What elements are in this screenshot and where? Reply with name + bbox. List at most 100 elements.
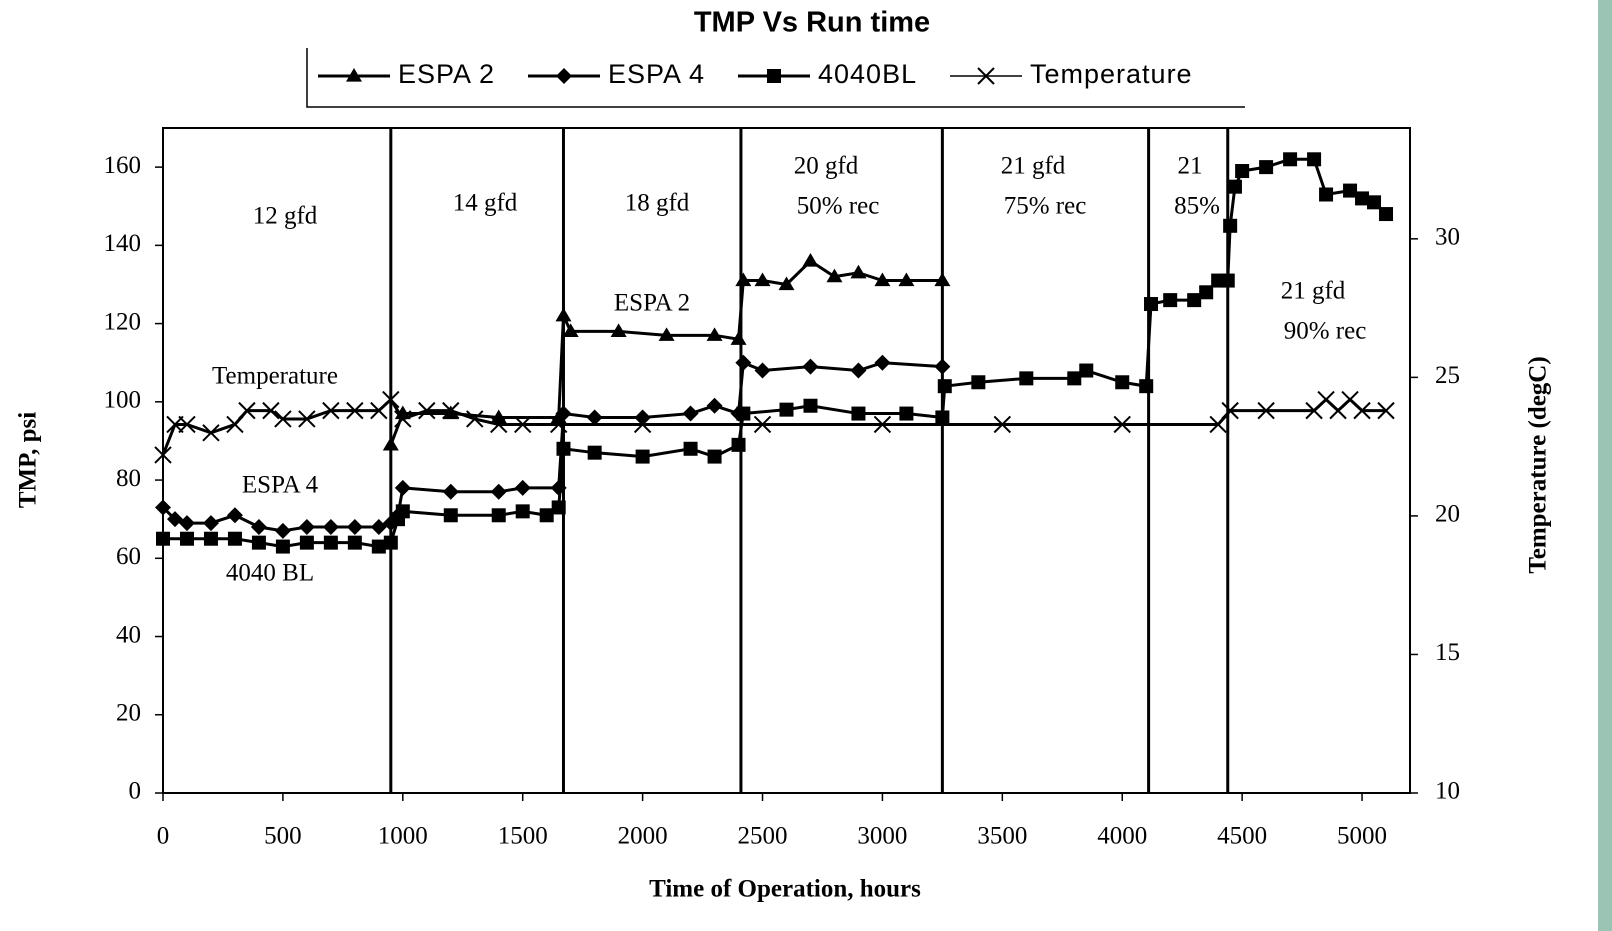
point-marker bbox=[1220, 273, 1235, 288]
point-marker bbox=[203, 531, 218, 546]
point-marker bbox=[1221, 401, 1239, 420]
point-marker bbox=[779, 402, 794, 417]
point-marker bbox=[555, 405, 572, 422]
annotation: 21 bbox=[1178, 153, 1203, 180]
point-marker bbox=[238, 401, 256, 420]
y-tick-label: 140 bbox=[104, 230, 142, 257]
point-marker bbox=[935, 410, 950, 425]
point-marker bbox=[803, 398, 818, 413]
point-marker bbox=[274, 522, 291, 539]
point-marker bbox=[442, 483, 459, 500]
legend-marker bbox=[556, 68, 572, 84]
point-marker bbox=[706, 327, 723, 341]
point-marker bbox=[1223, 218, 1238, 233]
annotation: 50% rec bbox=[797, 193, 880, 220]
point-marker bbox=[1115, 375, 1130, 390]
annotation: 14 gfd bbox=[453, 190, 518, 217]
point-marker bbox=[802, 253, 819, 267]
point-marker bbox=[1067, 371, 1082, 386]
point-marker bbox=[753, 415, 772, 434]
y2-tick-label: 10 bbox=[1435, 778, 1460, 805]
point-marker bbox=[731, 437, 746, 452]
point-marker bbox=[1187, 293, 1202, 308]
point-marker bbox=[539, 508, 554, 523]
point-marker bbox=[491, 508, 506, 523]
y-tick-label: 160 bbox=[104, 152, 142, 179]
point-marker bbox=[226, 507, 243, 524]
point-marker bbox=[275, 539, 290, 554]
point-marker bbox=[1079, 363, 1094, 378]
point-marker bbox=[322, 401, 340, 420]
legend-label: ESPA 2 bbox=[398, 59, 495, 89]
annotation: 21 gfd bbox=[1001, 153, 1066, 180]
annotation: 75% rec bbox=[1004, 193, 1087, 220]
point-marker bbox=[250, 519, 267, 535]
point-marker bbox=[1257, 401, 1275, 420]
annotation: 20 gfd bbox=[794, 153, 859, 180]
point-marker bbox=[1355, 191, 1370, 206]
point-marker bbox=[706, 397, 723, 414]
point-marker bbox=[1353, 401, 1371, 420]
point-marker bbox=[850, 264, 867, 279]
point-marker bbox=[1163, 293, 1178, 308]
point-marker bbox=[515, 504, 530, 519]
point-marker bbox=[778, 276, 795, 291]
legend-label: 4040BL bbox=[818, 59, 917, 89]
point-marker bbox=[155, 499, 171, 516]
point-marker bbox=[383, 535, 398, 550]
point-marker bbox=[562, 323, 579, 338]
point-marker bbox=[299, 535, 314, 550]
point-marker bbox=[934, 358, 951, 375]
point-marker bbox=[323, 535, 338, 550]
point-marker bbox=[226, 415, 244, 434]
side-strip bbox=[1598, 0, 1612, 931]
x-tick-label: 5000 bbox=[1337, 823, 1387, 850]
point-marker bbox=[1319, 187, 1334, 202]
y-tick-label: 20 bbox=[116, 699, 141, 726]
point-marker bbox=[156, 531, 170, 546]
point-marker bbox=[514, 479, 531, 496]
point-marker bbox=[382, 390, 400, 409]
point-marker bbox=[1235, 164, 1250, 179]
annotation: 18 gfd bbox=[625, 190, 690, 217]
y-tick-label: 60 bbox=[116, 543, 141, 570]
x-tick-label: 3500 bbox=[977, 823, 1027, 850]
point-marker bbox=[178, 415, 196, 434]
point-marker bbox=[587, 445, 602, 460]
legend-marker bbox=[977, 67, 995, 85]
y-tick-label: 120 bbox=[104, 308, 142, 335]
point-marker bbox=[466, 410, 484, 428]
point-marker bbox=[550, 479, 567, 496]
y2-tick-label: 20 bbox=[1435, 501, 1460, 528]
point-marker bbox=[993, 415, 1012, 434]
point-marker bbox=[610, 323, 627, 338]
annotation: ESPA 2 bbox=[614, 290, 690, 317]
x-tick-label: 1500 bbox=[498, 823, 548, 850]
point-marker bbox=[1377, 401, 1395, 420]
point-marker bbox=[1283, 152, 1298, 167]
point-marker bbox=[178, 515, 195, 532]
point-marker bbox=[754, 362, 771, 379]
point-marker bbox=[1199, 285, 1214, 300]
x-tick-label: 500 bbox=[264, 823, 302, 850]
x-tick-label: 2000 bbox=[618, 823, 668, 850]
point-marker bbox=[1343, 183, 1358, 198]
y2-axis-label: Temperature (degC) bbox=[1525, 356, 1552, 573]
point-marker bbox=[635, 449, 650, 464]
point-marker bbox=[443, 508, 458, 523]
legend-label: Temperature bbox=[1030, 59, 1193, 89]
point-marker bbox=[899, 406, 914, 421]
y-tick-label: 0 bbox=[129, 778, 142, 805]
y2-tick-label: 30 bbox=[1435, 224, 1460, 251]
annotation: 90% rec bbox=[1284, 318, 1367, 345]
point-marker bbox=[1259, 160, 1274, 175]
x-tick-label: 4000 bbox=[1097, 823, 1147, 850]
y-tick-label: 80 bbox=[116, 465, 141, 492]
x-axis-label: Time of Operation, hours bbox=[649, 876, 921, 903]
legend-label: ESPA 4 bbox=[608, 59, 705, 89]
point-marker bbox=[202, 515, 219, 532]
point-marker bbox=[551, 500, 566, 515]
point-marker bbox=[556, 441, 571, 456]
legend-marker bbox=[346, 68, 362, 82]
